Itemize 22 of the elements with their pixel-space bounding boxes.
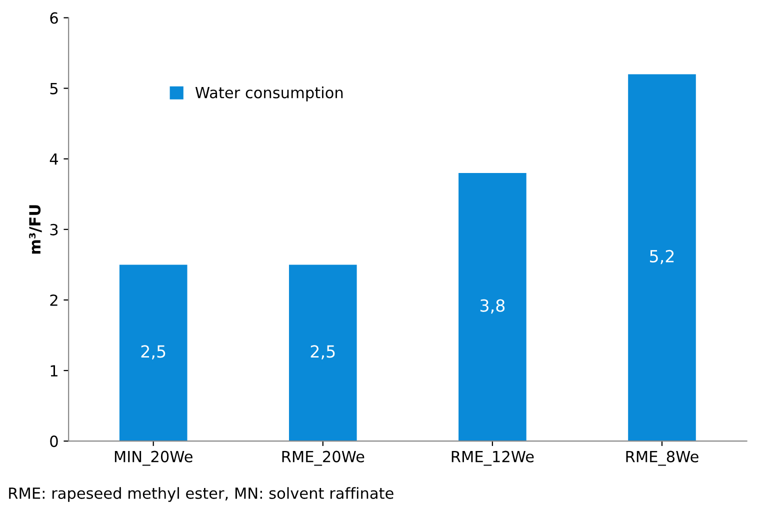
legend-label: Water consumption bbox=[195, 86, 343, 102]
y-axis-title: m³/FU bbox=[29, 205, 42, 254]
x-tick-label: MIN_20We bbox=[114, 450, 192, 466]
x-tick-label: RME_12We bbox=[452, 450, 534, 466]
y-tick-label: 4 bbox=[50, 154, 58, 165]
data-label: 2,5 bbox=[141, 345, 166, 360]
text: RME: rapeseed methyl ester, MN: solvent raffinate bbox=[9, 487, 394, 502]
x-tick-label: RME_8We bbox=[626, 450, 698, 466]
data-label: 5,2 bbox=[650, 250, 674, 264]
bar bbox=[628, 74, 696, 442]
x-tick-label: RME_20We bbox=[282, 450, 364, 466]
y-tick-label: 5 bbox=[50, 82, 58, 94]
y-tick-label: 1 bbox=[50, 365, 58, 376]
bar bbox=[119, 264, 188, 442]
y-tick-label: 2 bbox=[50, 294, 58, 306]
bar bbox=[288, 264, 357, 442]
y-tick-label: 0 bbox=[50, 436, 58, 448]
data-label: 2,5 bbox=[310, 345, 335, 360]
bar bbox=[458, 172, 526, 442]
data-label: 3,8 bbox=[480, 299, 505, 314]
y-tick-label: 3 bbox=[50, 224, 58, 236]
y-tick-label: 6 bbox=[50, 12, 58, 24]
